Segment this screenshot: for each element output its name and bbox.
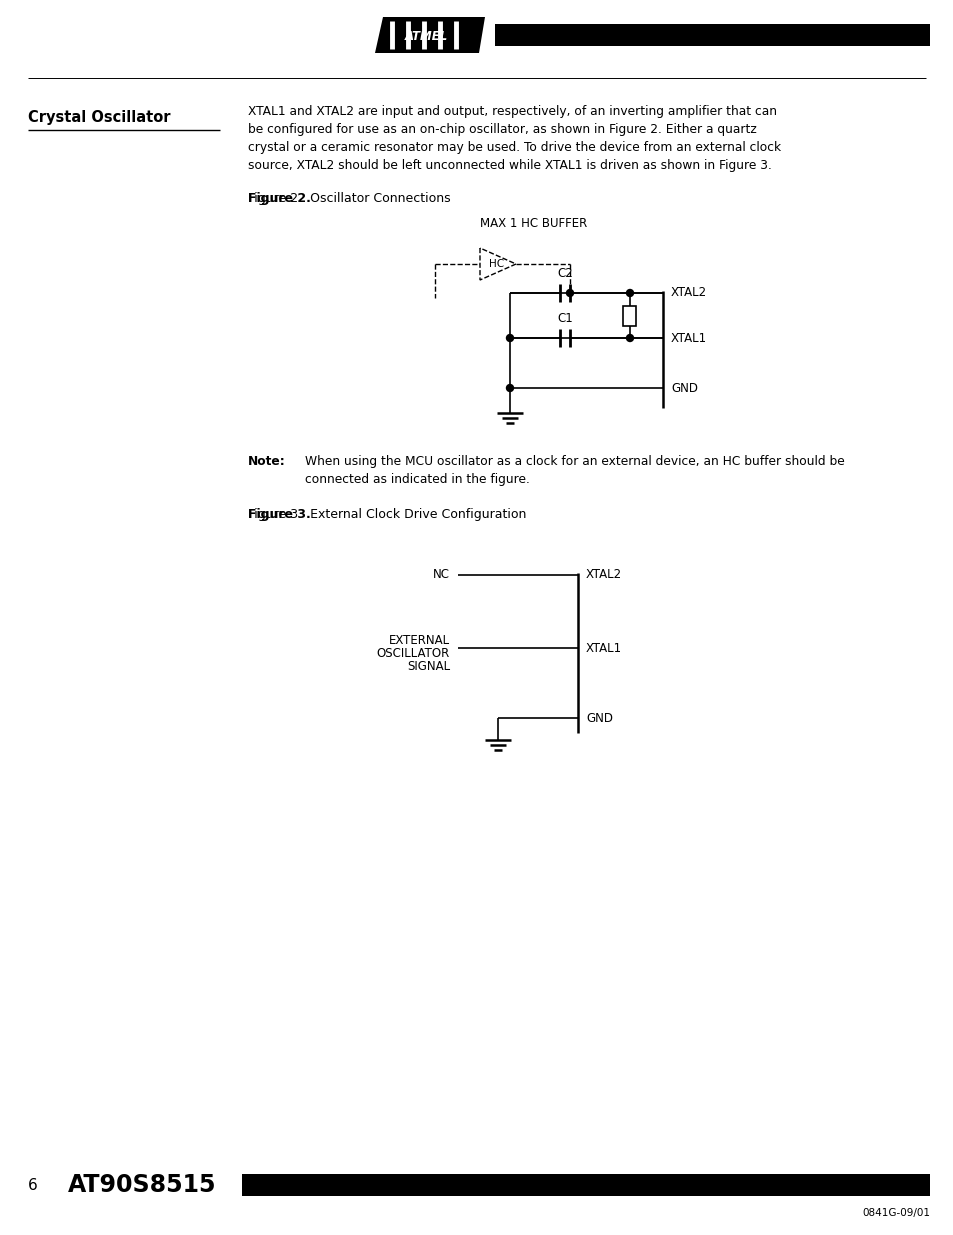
Bar	[623, 305, 636, 326]
Bar	[242, 1174, 929, 1195]
Text: XTAL1 and XTAL2 are input and output, respectively, of an inverting amplifier th: XTAL1 and XTAL2 are input and output, re…	[248, 105, 781, 172]
Text: XTAL2: XTAL2	[670, 287, 706, 300]
Text: 6: 6	[28, 1177, 38, 1193]
Text: XTAL1: XTAL1	[585, 641, 621, 655]
Text: C2: C2	[557, 267, 572, 280]
Circle shape	[626, 289, 633, 296]
Text: SIGNAL: SIGNAL	[406, 659, 450, 673]
Circle shape	[506, 335, 513, 342]
Text: Figure 3.: Figure 3.	[248, 508, 311, 521]
Text: GND: GND	[585, 711, 613, 725]
Text: Figure 2.: Figure 2.	[248, 191, 311, 205]
Text: HC: HC	[489, 259, 504, 269]
Circle shape	[626, 335, 633, 342]
Polygon shape	[479, 248, 516, 280]
Text: Figure 3.  External Clock Drive Configuration: Figure 3. External Clock Drive Configura…	[248, 508, 526, 521]
Text: AT90S8515: AT90S8515	[68, 1173, 216, 1197]
Text: OSCILLATOR: OSCILLATOR	[376, 647, 450, 659]
Text: EXTERNAL: EXTERNAL	[389, 634, 450, 647]
Text: XTAL1: XTAL1	[670, 331, 706, 345]
Circle shape	[566, 289, 573, 296]
Bar	[495, 23, 929, 46]
Text: NC: NC	[433, 568, 450, 582]
Text: Note:: Note:	[248, 454, 286, 468]
Text: C1: C1	[557, 312, 572, 325]
Text: When using the MCU oscillator as a clock for an external device, an HC buffer sh: When using the MCU oscillator as a clock…	[305, 454, 843, 487]
Text: MAX 1 HC BUFFER: MAX 1 HC BUFFER	[480, 217, 587, 230]
Text: 0841G-09/01: 0841G-09/01	[862, 1208, 929, 1218]
Text: Figure 2.  Oscillator Connections: Figure 2. Oscillator Connections	[248, 191, 450, 205]
Circle shape	[506, 384, 513, 391]
Text: Crystal Oscillator: Crystal Oscillator	[28, 110, 171, 125]
Text: XTAL2: XTAL2	[585, 568, 621, 582]
Text: GND: GND	[670, 382, 698, 394]
Polygon shape	[375, 17, 484, 53]
Text: ATMEL: ATMEL	[404, 31, 447, 43]
